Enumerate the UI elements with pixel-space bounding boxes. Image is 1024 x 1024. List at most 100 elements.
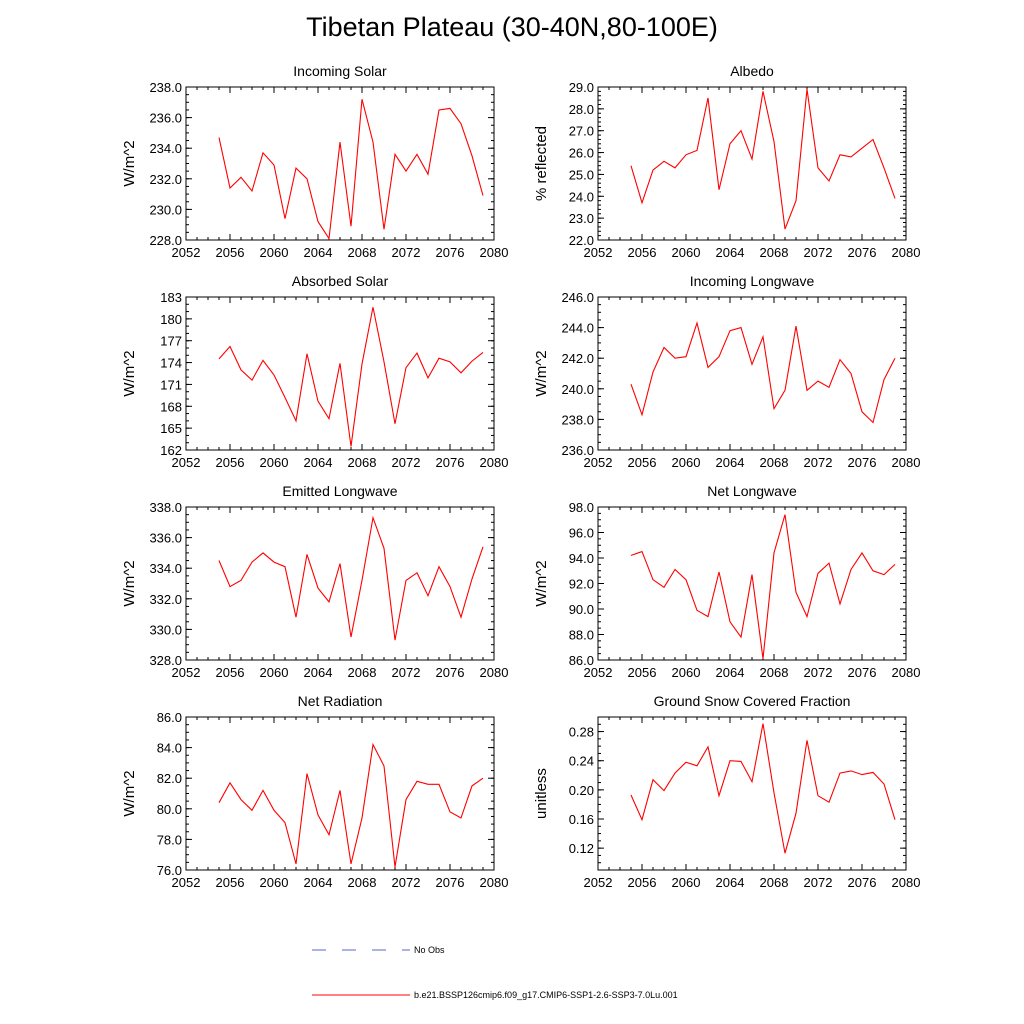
y-axis-label: W/m^2 [121,770,138,816]
y-tick-label: 88.0 [569,628,594,643]
x-tick-label: 2080 [480,665,509,680]
y-tick-label: 26.0 [569,146,594,161]
y-tick-label: 29.0 [569,80,594,95]
x-tick-label: 2072 [392,455,421,470]
x-tick-label: 2072 [804,245,833,260]
y-tick-label: 177 [160,334,182,349]
panel-title: Ground Snow Covered Fraction [654,693,851,709]
y-tick-label: 92.0 [569,577,594,592]
x-tick-label: 2068 [760,665,789,680]
x-tick-label: 2068 [348,245,377,260]
y-tick-label: 98.0 [569,500,594,515]
x-tick-label: 2056 [216,875,245,890]
legend-label-no-obs: No Obs [414,945,445,955]
y-tick-label: 22.0 [569,233,594,248]
panel-8: 2052 2056 2060 2064 2068 2072 2076 2080 0.12 0.16… [533,693,920,890]
y-tick-label: 27.0 [569,124,594,139]
panel-3: 2052 2056 2060 2064 2068 2072 2076 2080 162 165 16… [121,273,508,470]
x-tick-label: 2076 [848,665,877,680]
y-tick-label: 332.0 [149,592,182,607]
y-axis-label: % reflected [533,126,550,201]
y-tick-label: 94.0 [569,551,594,566]
y-axis-label: W/m^2 [121,560,138,606]
x-tick-label: 2068 [348,665,377,680]
y-tick-label: 86.0 [157,710,182,725]
x-tick-label: 2068 [760,245,789,260]
x-tick-label: 2056 [628,875,657,890]
x-tick-label: 2076 [848,455,877,470]
x-tick-label: 2064 [304,665,333,680]
x-tick-label: 2076 [848,245,877,260]
y-tick-label: 334.0 [149,561,182,576]
y-tick-label: 242.0 [561,351,594,366]
x-tick-label: 2076 [436,665,465,680]
y-tick-label: 80.0 [157,802,182,817]
y-tick-label: 246.0 [561,290,594,305]
plot-frame [185,296,495,451]
y-tick-label: 82.0 [157,771,182,786]
y-axis-label: W/m^2 [533,350,550,396]
y-tick-label: 238.0 [149,80,182,95]
y-tick-label: 23.0 [569,211,594,226]
y-axis-label: W/m^2 [121,140,138,186]
x-tick-label: 2060 [672,245,701,260]
y-tick-label: 28.0 [569,102,594,117]
series-line [630,514,896,659]
x-tick-label: 2056 [216,455,245,470]
panel-title: Net Radiation [298,693,383,709]
series-line [630,89,896,230]
y-tick-label: 236.0 [561,443,594,458]
x-tick-label: 2056 [216,665,245,680]
y-tick-label: 180 [160,312,182,327]
x-tick-label: 2064 [304,875,333,890]
y-tick-label: 24.0 [569,189,594,204]
x-tick-label: 2072 [804,455,833,470]
x-tick-label: 2072 [804,875,833,890]
x-tick-label: 2076 [436,875,465,890]
x-tick-label: 2052 [584,245,613,260]
plot-frame [597,506,907,661]
x-tick-label: 2080 [480,875,509,890]
panel-title: Incoming Longwave [690,273,815,289]
x-tick-label: 2064 [304,455,333,470]
x-tick-label: 2064 [304,245,333,260]
x-tick-label: 2052 [172,875,201,890]
y-tick-label: 244.0 [561,321,594,336]
y-tick-label: 0.28 [569,725,594,740]
x-tick-label: 2060 [672,455,701,470]
y-tick-label: 162 [160,443,182,458]
x-tick-label: 2076 [436,455,465,470]
y-tick-label: 174 [160,356,182,371]
y-tick-label: 338.0 [149,500,182,515]
y-tick-label: 234.0 [149,141,182,156]
x-tick-label: 2052 [584,665,613,680]
y-tick-label: 171 [160,377,182,392]
y-tick-label: 0.16 [569,812,594,827]
x-tick-label: 2052 [172,245,201,260]
x-tick-label: 2072 [392,245,421,260]
panel-2: 2052 2056 2060 2064 2068 2072 2076 2080 22.0 23.0… [533,63,920,260]
x-tick-label: 2080 [892,875,921,890]
y-tick-label: 78.0 [157,832,182,847]
x-tick-label: 2060 [260,455,289,470]
x-tick-label: 2060 [672,665,701,680]
x-tick-label: 2068 [348,455,377,470]
y-tick-label: 25.0 [569,167,594,182]
x-tick-label: 2072 [392,665,421,680]
series-line [218,307,484,447]
x-tick-label: 2060 [260,875,289,890]
plot-frame [597,716,907,871]
y-tick-label: 232.0 [149,172,182,187]
legend-items: No Obs b.e21.BSSP126cmip6.f09_g17.CMIP6-S… [312,945,678,1000]
y-tick-label: 0.20 [569,783,594,798]
x-tick-label: 2080 [480,455,509,470]
y-tick-label: 183 [160,290,182,305]
x-tick-label: 2068 [760,455,789,470]
y-axis-label: W/m^2 [121,350,138,396]
y-tick-label: 238.0 [561,412,594,427]
series-line [218,99,484,241]
y-tick-label: 236.0 [149,111,182,126]
y-tick-label: 230.0 [149,202,182,217]
x-tick-label: 2064 [716,245,745,260]
panel-4: 2052 2056 2060 2064 2068 2072 2076 2080 236.0 238… [533,273,920,470]
